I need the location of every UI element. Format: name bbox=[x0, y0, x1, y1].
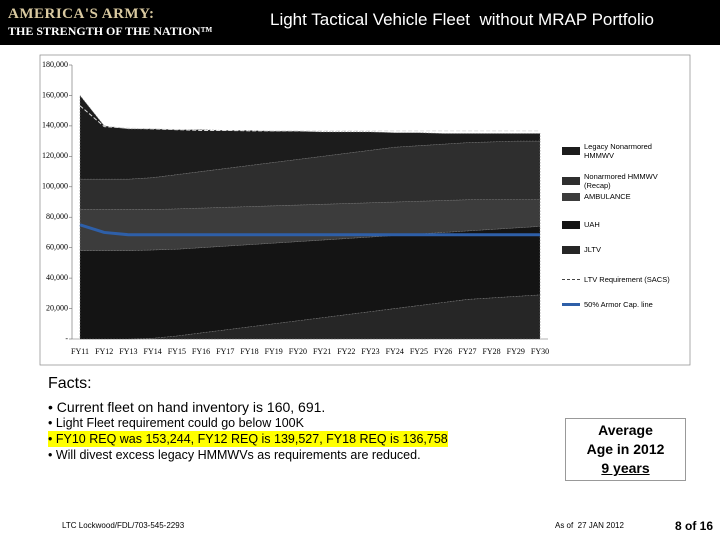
callout: Average Age in 2012 9 years bbox=[565, 418, 686, 481]
y-tick-label: 180,000 bbox=[42, 60, 68, 69]
x-tick-label: FY24 bbox=[386, 347, 404, 356]
slide-title: Light Tactical Vehicle Fleet without MRA… bbox=[270, 10, 654, 29]
legend-label: Nonarmored HMMWV (Recap) bbox=[584, 172, 658, 190]
x-tick-label: FY29 bbox=[507, 347, 525, 356]
area bbox=[80, 294, 541, 340]
x-tick-label: FY25 bbox=[410, 347, 428, 356]
y-tick-label: 160,000 bbox=[42, 90, 68, 99]
x-tick-label: FY27 bbox=[458, 347, 476, 356]
area bbox=[79, 199, 541, 252]
legend-label: JLTV bbox=[584, 245, 601, 254]
x-tick-label: FY20 bbox=[289, 347, 307, 356]
legend-item: JLTV bbox=[562, 245, 672, 254]
x-tick-label: FY16 bbox=[192, 347, 210, 356]
legend-swatch bbox=[562, 177, 580, 185]
x-tick-label: FY18 bbox=[240, 347, 258, 356]
x-tick-label: FY13 bbox=[119, 347, 137, 356]
y-tick-label: 60,000 bbox=[46, 242, 68, 251]
chart: - 20,000 40,000 60,000 80,000 100,000 120,000 1… bbox=[39, 54, 691, 366]
y-tick-label: 20,000 bbox=[46, 303, 68, 312]
y-tick-label: 120,000 bbox=[42, 151, 68, 160]
x-tick-label: FY17 bbox=[216, 347, 234, 356]
logo-line: THE STRENGTH OF THE NATION™ bbox=[8, 24, 213, 38]
y-tick-label: - bbox=[65, 334, 68, 343]
footer-date: As of 27 JAN 2012 bbox=[555, 521, 624, 530]
line bbox=[79, 223, 540, 237]
legend-item: AMBULANCE bbox=[562, 192, 672, 201]
legend-swatch bbox=[562, 192, 580, 201]
x-tick-label: FY21 bbox=[313, 347, 331, 356]
x-tick-label: FY22 bbox=[337, 347, 355, 356]
legend-item: Nonarmored HMMWV (Recap) bbox=[562, 172, 672, 190]
x-tick-label: FY14 bbox=[144, 347, 162, 356]
x-tick-label: FY15 bbox=[168, 347, 186, 356]
callout-line: 9 years bbox=[601, 460, 650, 476]
fact: Will divest excess legacy HMMWVs as requ… bbox=[48, 447, 518, 463]
chart-frame bbox=[39, 54, 691, 366]
legend-label: AMBULANCE bbox=[584, 192, 631, 201]
logo-line: AMERICA'S ARMY: bbox=[8, 6, 155, 22]
y-tick-label: 140,000 bbox=[42, 121, 68, 130]
legend-item: Legacy Nonarmored HMMWV bbox=[562, 142, 672, 160]
x-tick-label: FY30 bbox=[531, 347, 549, 356]
x-tick-label: FY12 bbox=[95, 347, 113, 356]
x-tick-label: FY19 bbox=[265, 347, 283, 356]
y-tick-label: 100,000 bbox=[42, 182, 68, 191]
x-tick-label: FY11 bbox=[71, 347, 89, 356]
y-tick-label: 40,000 bbox=[46, 273, 68, 282]
header-bar bbox=[0, 0, 720, 45]
legend-swatch bbox=[562, 147, 580, 155]
fact: Light Fleet requirement could go below 1… bbox=[48, 415, 518, 431]
area bbox=[79, 226, 541, 340]
fact: FY10 REQ was 153,244, FY12 REQ is 139,52… bbox=[48, 431, 448, 447]
legend-swatch bbox=[562, 220, 580, 229]
line bbox=[79, 105, 540, 132]
callout-line: Age in 2012 bbox=[586, 441, 665, 457]
y-tick-label: 80,000 bbox=[46, 212, 68, 221]
legend-label: Legacy Nonarmored HMMWV bbox=[584, 142, 652, 160]
legend-item: LTV Requirement (SACS) bbox=[562, 275, 672, 284]
legend-item: UAH bbox=[562, 220, 672, 229]
facts: Facts: Current fleet on hand inventory i… bbox=[48, 375, 518, 463]
x-tick-label: FY26 bbox=[434, 347, 452, 356]
callout-line: Average bbox=[598, 422, 653, 438]
legend-swatch bbox=[562, 245, 580, 254]
area bbox=[79, 94, 541, 180]
x-tick-label: FY23 bbox=[361, 347, 379, 356]
facts-list: Current fleet on hand inventory is 160, … bbox=[48, 399, 518, 463]
legend-item: 50% Armor Cap. line bbox=[562, 300, 672, 309]
page-number: 8 of 16 bbox=[675, 519, 714, 533]
facts-heading: Facts: bbox=[48, 375, 92, 392]
legend-label: 50% Armor Cap. line bbox=[584, 300, 653, 309]
x-tick-label: FY28 bbox=[482, 347, 500, 356]
footer-contact: LTC Lockwood/FDL/703-545-2293 bbox=[62, 521, 185, 530]
legend-swatch bbox=[562, 278, 580, 281]
legend-label: UAH bbox=[584, 220, 600, 229]
legend-swatch bbox=[562, 303, 580, 306]
legend-label: LTV Requirement (SACS) bbox=[584, 275, 670, 284]
fact: Current fleet on hand inventory is 160, … bbox=[48, 399, 518, 415]
